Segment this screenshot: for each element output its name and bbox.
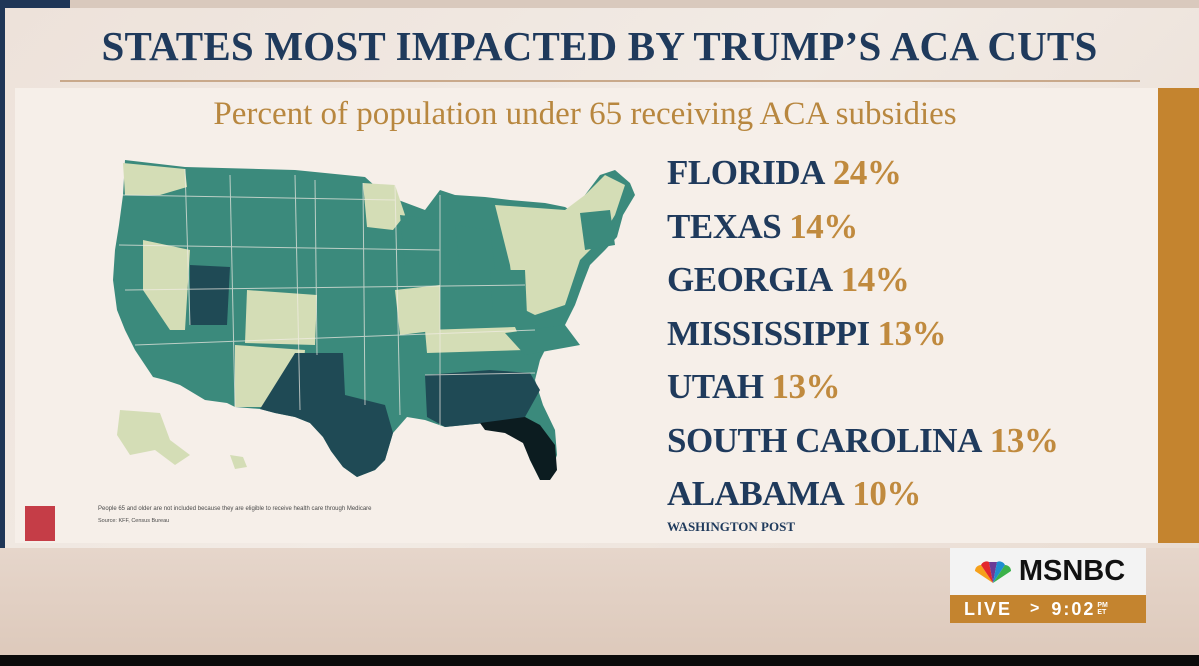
network-logo: MSNBC [950, 548, 1146, 595]
chevron-right-icon: > [1030, 600, 1042, 617]
red-accent-box [25, 506, 55, 541]
source-credit: WASHINGTON POST [667, 519, 795, 534]
bottom-black-bar [0, 655, 1199, 666]
left-accent-bar [0, 8, 5, 548]
state-percent: 13% [877, 313, 947, 353]
state-row: UTAH 13% [667, 362, 1147, 416]
state-row: TEXAS 14% [667, 202, 1147, 256]
map-light-minnesota-iowa [363, 183, 405, 230]
state-percent: 13% [989, 420, 1059, 460]
map-mid-ohio [490, 270, 527, 315]
title-divider [60, 80, 1140, 82]
map-light-nevada [143, 240, 190, 330]
map-alaska [117, 410, 190, 465]
map-dark-utah [190, 265, 230, 325]
graphic-title: STATES MOST IMPACTED BY TRUMP’S ACA CUTS [101, 23, 1098, 69]
map-mid-michigan [455, 225, 495, 270]
map-state-borders [118, 168, 536, 425]
map-mid-new-england [580, 210, 615, 250]
state-row: MISSISSIPPI 13% [667, 309, 1147, 363]
gold-side-bar [1158, 88, 1199, 543]
map-light-northeast [495, 175, 625, 315]
map-light-colorado [245, 290, 317, 345]
graphic-subtitle: Percent of population under 65 receiving… [213, 96, 957, 132]
map-source: Source: KFF, Census Bureau [98, 518, 170, 524]
state-percent: 24% [832, 153, 902, 192]
network-name: MSNBC [1018, 555, 1126, 587]
state-percent: 14% [840, 260, 910, 299]
state-name: MISSISSIPPI [667, 313, 870, 353]
state-name: ALABAMA [667, 474, 845, 513]
state-name: SOUTH CAROLINA [667, 420, 982, 460]
live-bar: LIVE > 9:02 PM ET [950, 595, 1146, 623]
map-dark-texas [260, 353, 393, 477]
state-name: GEORGIA [667, 260, 833, 299]
state-row: GEORGIA 14% [667, 255, 1147, 309]
state-name: TEXAS [667, 206, 782, 246]
state-name: UTAH [667, 367, 764, 406]
state-percent: 13% [771, 367, 841, 406]
broadcast-time: 9:02 [1051, 598, 1096, 619]
time-suffix: PM ET [1097, 602, 1108, 616]
state-row: SOUTH CAROLINA 13% [667, 416, 1147, 470]
state-row: FLORIDA 24% [667, 148, 1147, 202]
live-label: LIVE [964, 598, 1013, 619]
state-percent: 14% [789, 206, 858, 246]
map-mid-wisconsin [400, 215, 445, 265]
peacock-icon [974, 560, 1011, 583]
map-hawaii [230, 455, 247, 469]
map-light-oregon-north [123, 163, 187, 195]
top-strip [0, 0, 1199, 8]
map-dark-deep-south [425, 370, 540, 427]
us-choropleth-map [113, 160, 635, 480]
top-strip-accent [0, 0, 70, 8]
state-row: ALABAMA 10% [667, 469, 1147, 523]
state-name: FLORIDA [667, 153, 825, 192]
state-ranking-list: FLORIDA 24% TEXAS 14% GEORGIA 14% MISSISSIP… [667, 148, 1147, 523]
time-ampm: PM [1097, 602, 1108, 609]
map-darkest-florida [480, 417, 557, 480]
map-mid-nc [505, 325, 580, 355]
map-footnote: People 65 and older are not included bec… [98, 506, 372, 512]
map-light-missouri-area [395, 285, 440, 335]
network-bug: MSNBC LIVE > 9:02 PM ET [950, 548, 1146, 625]
time-zone: ET [1097, 609, 1107, 616]
state-percent: 10% [852, 474, 921, 513]
